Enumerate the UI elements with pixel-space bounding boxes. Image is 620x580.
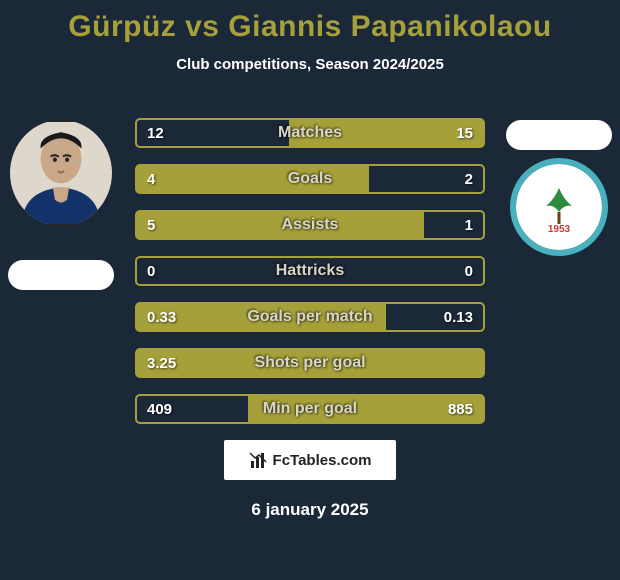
right-club-pill: [506, 120, 612, 150]
stat-row: Goals per match0.33 0.13: [135, 302, 485, 332]
svg-text:1953: 1953: [548, 224, 571, 235]
stat-row: Goals4 2: [135, 164, 485, 194]
stat-label: Hattricks: [137, 258, 483, 284]
stat-label: Assists: [137, 212, 483, 238]
stat-value-left: 0: [147, 258, 155, 284]
stat-value-left: 3.25: [147, 350, 176, 376]
left-player-avatar: [10, 120, 112, 226]
stat-value-right: 15: [456, 120, 473, 146]
stat-value-left: 5: [147, 212, 155, 238]
source-badge-text: FcTables.com: [273, 452, 372, 469]
comparison-title: Gürpüz vs Giannis Papanikolaou: [0, 0, 620, 44]
stat-value-left: 0.33: [147, 304, 176, 330]
stat-row: Assists5 1: [135, 210, 485, 240]
stats-comparison-bars: Matches12 15 Goals4 2 Assists5 1 Hattricks0 0 Go…: [135, 118, 485, 440]
stat-value-right: 0.13: [444, 304, 473, 330]
stat-row: Shots per goal3.25: [135, 348, 485, 378]
right-club-badge: 1953: [516, 164, 602, 250]
club-crest-icon: 1953: [524, 172, 594, 242]
stat-row: Min per goal409 885: [135, 394, 485, 424]
right-player-column: 1953: [506, 120, 612, 250]
left-club-pill: [8, 260, 114, 290]
stat-label: Matches: [137, 120, 483, 146]
stat-row: Matches12 15: [135, 118, 485, 148]
stat-value-right: 885: [448, 396, 473, 422]
player-photo-placeholder: [10, 120, 112, 226]
stat-label: Goals: [137, 166, 483, 192]
comparison-subtitle: Club competitions, Season 2024/2025: [0, 56, 620, 73]
stat-label: Shots per goal: [137, 350, 483, 376]
stat-value-right: 2: [465, 166, 473, 192]
stat-value-left: 12: [147, 120, 164, 146]
left-player-column: [8, 120, 114, 290]
stat-label: Min per goal: [137, 396, 483, 422]
stat-row: Hattricks0 0: [135, 256, 485, 286]
stat-value-left: 4: [147, 166, 155, 192]
stat-label: Goals per match: [137, 304, 483, 330]
stat-value-right: 1: [465, 212, 473, 238]
stat-value-left: 409: [147, 396, 172, 422]
stat-value-right: 0: [465, 258, 473, 284]
source-badge: FcTables.com: [224, 440, 396, 480]
snapshot-date: 6 january 2025: [0, 500, 620, 520]
bar-chart-icon: [249, 450, 269, 470]
